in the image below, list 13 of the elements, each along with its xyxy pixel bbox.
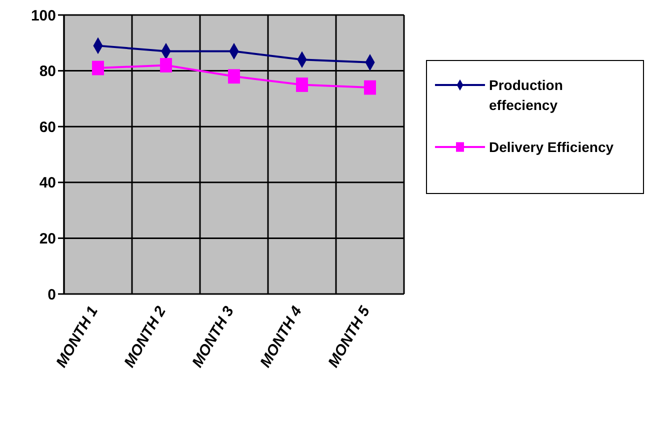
y-tick-label: 100: [30, 7, 56, 24]
y-tick-label: 80: [39, 63, 56, 80]
point: [296, 78, 308, 92]
y-tick-label: 60: [39, 118, 56, 136]
legend-label: Delivery Efficiency: [489, 138, 614, 157]
point: [92, 60, 104, 76]
y-tick-label: 20: [39, 230, 56, 248]
y-tick-label: 0: [48, 286, 56, 304]
legend-label: Production effeciency: [489, 76, 564, 115]
point: [160, 58, 172, 72]
y-tick-label: 40: [39, 174, 56, 192]
point: [364, 80, 376, 95]
point: [228, 69, 240, 84]
